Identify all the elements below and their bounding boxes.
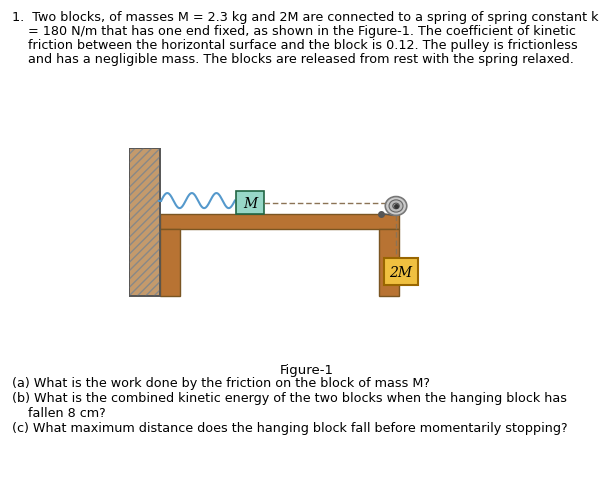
Text: fallen 8 cm?: fallen 8 cm? [12, 406, 106, 419]
Text: M: M [243, 196, 257, 210]
Text: (b) What is the combined kinetic energy of the two blocks when the hanging block: (b) What is the combined kinetic energy … [12, 391, 567, 404]
Bar [160, 215, 399, 229]
Bar [160, 229, 179, 296]
Bar [384, 259, 418, 285]
Text: (c) What maximum distance does the hanging block fall before momentarily stoppin: (c) What maximum distance does the hangi… [12, 421, 567, 434]
Circle shape [393, 203, 399, 209]
Bar [129, 149, 160, 296]
Bar [129, 149, 160, 296]
Text: 1.  Two blocks, of masses M = 2.3 kg and 2M are connected to a spring of spring : 1. Two blocks, of masses M = 2.3 kg and … [12, 11, 599, 24]
Bar [129, 149, 160, 296]
Text: 2M: 2M [389, 265, 412, 279]
Text: Figure-1: Figure-1 [280, 363, 334, 376]
Circle shape [389, 201, 403, 213]
Text: and has a negligible mass. The blocks are released from rest with the spring rel: and has a negligible mass. The blocks ar… [12, 53, 574, 66]
Text: friction between the horizontal surface and the block is 0.12. The pulley is fri: friction between the horizontal surface … [12, 39, 578, 52]
Text: = 180 N/m that has one end fixed, as shown in the Figure-1. The coefficient of k: = 180 N/m that has one end fixed, as sho… [12, 25, 576, 38]
Circle shape [386, 197, 407, 216]
Bar [236, 192, 264, 215]
Text: (a) What is the work done by the friction on the block of mass M?: (a) What is the work done by the frictio… [12, 376, 430, 389]
Bar [379, 229, 399, 296]
